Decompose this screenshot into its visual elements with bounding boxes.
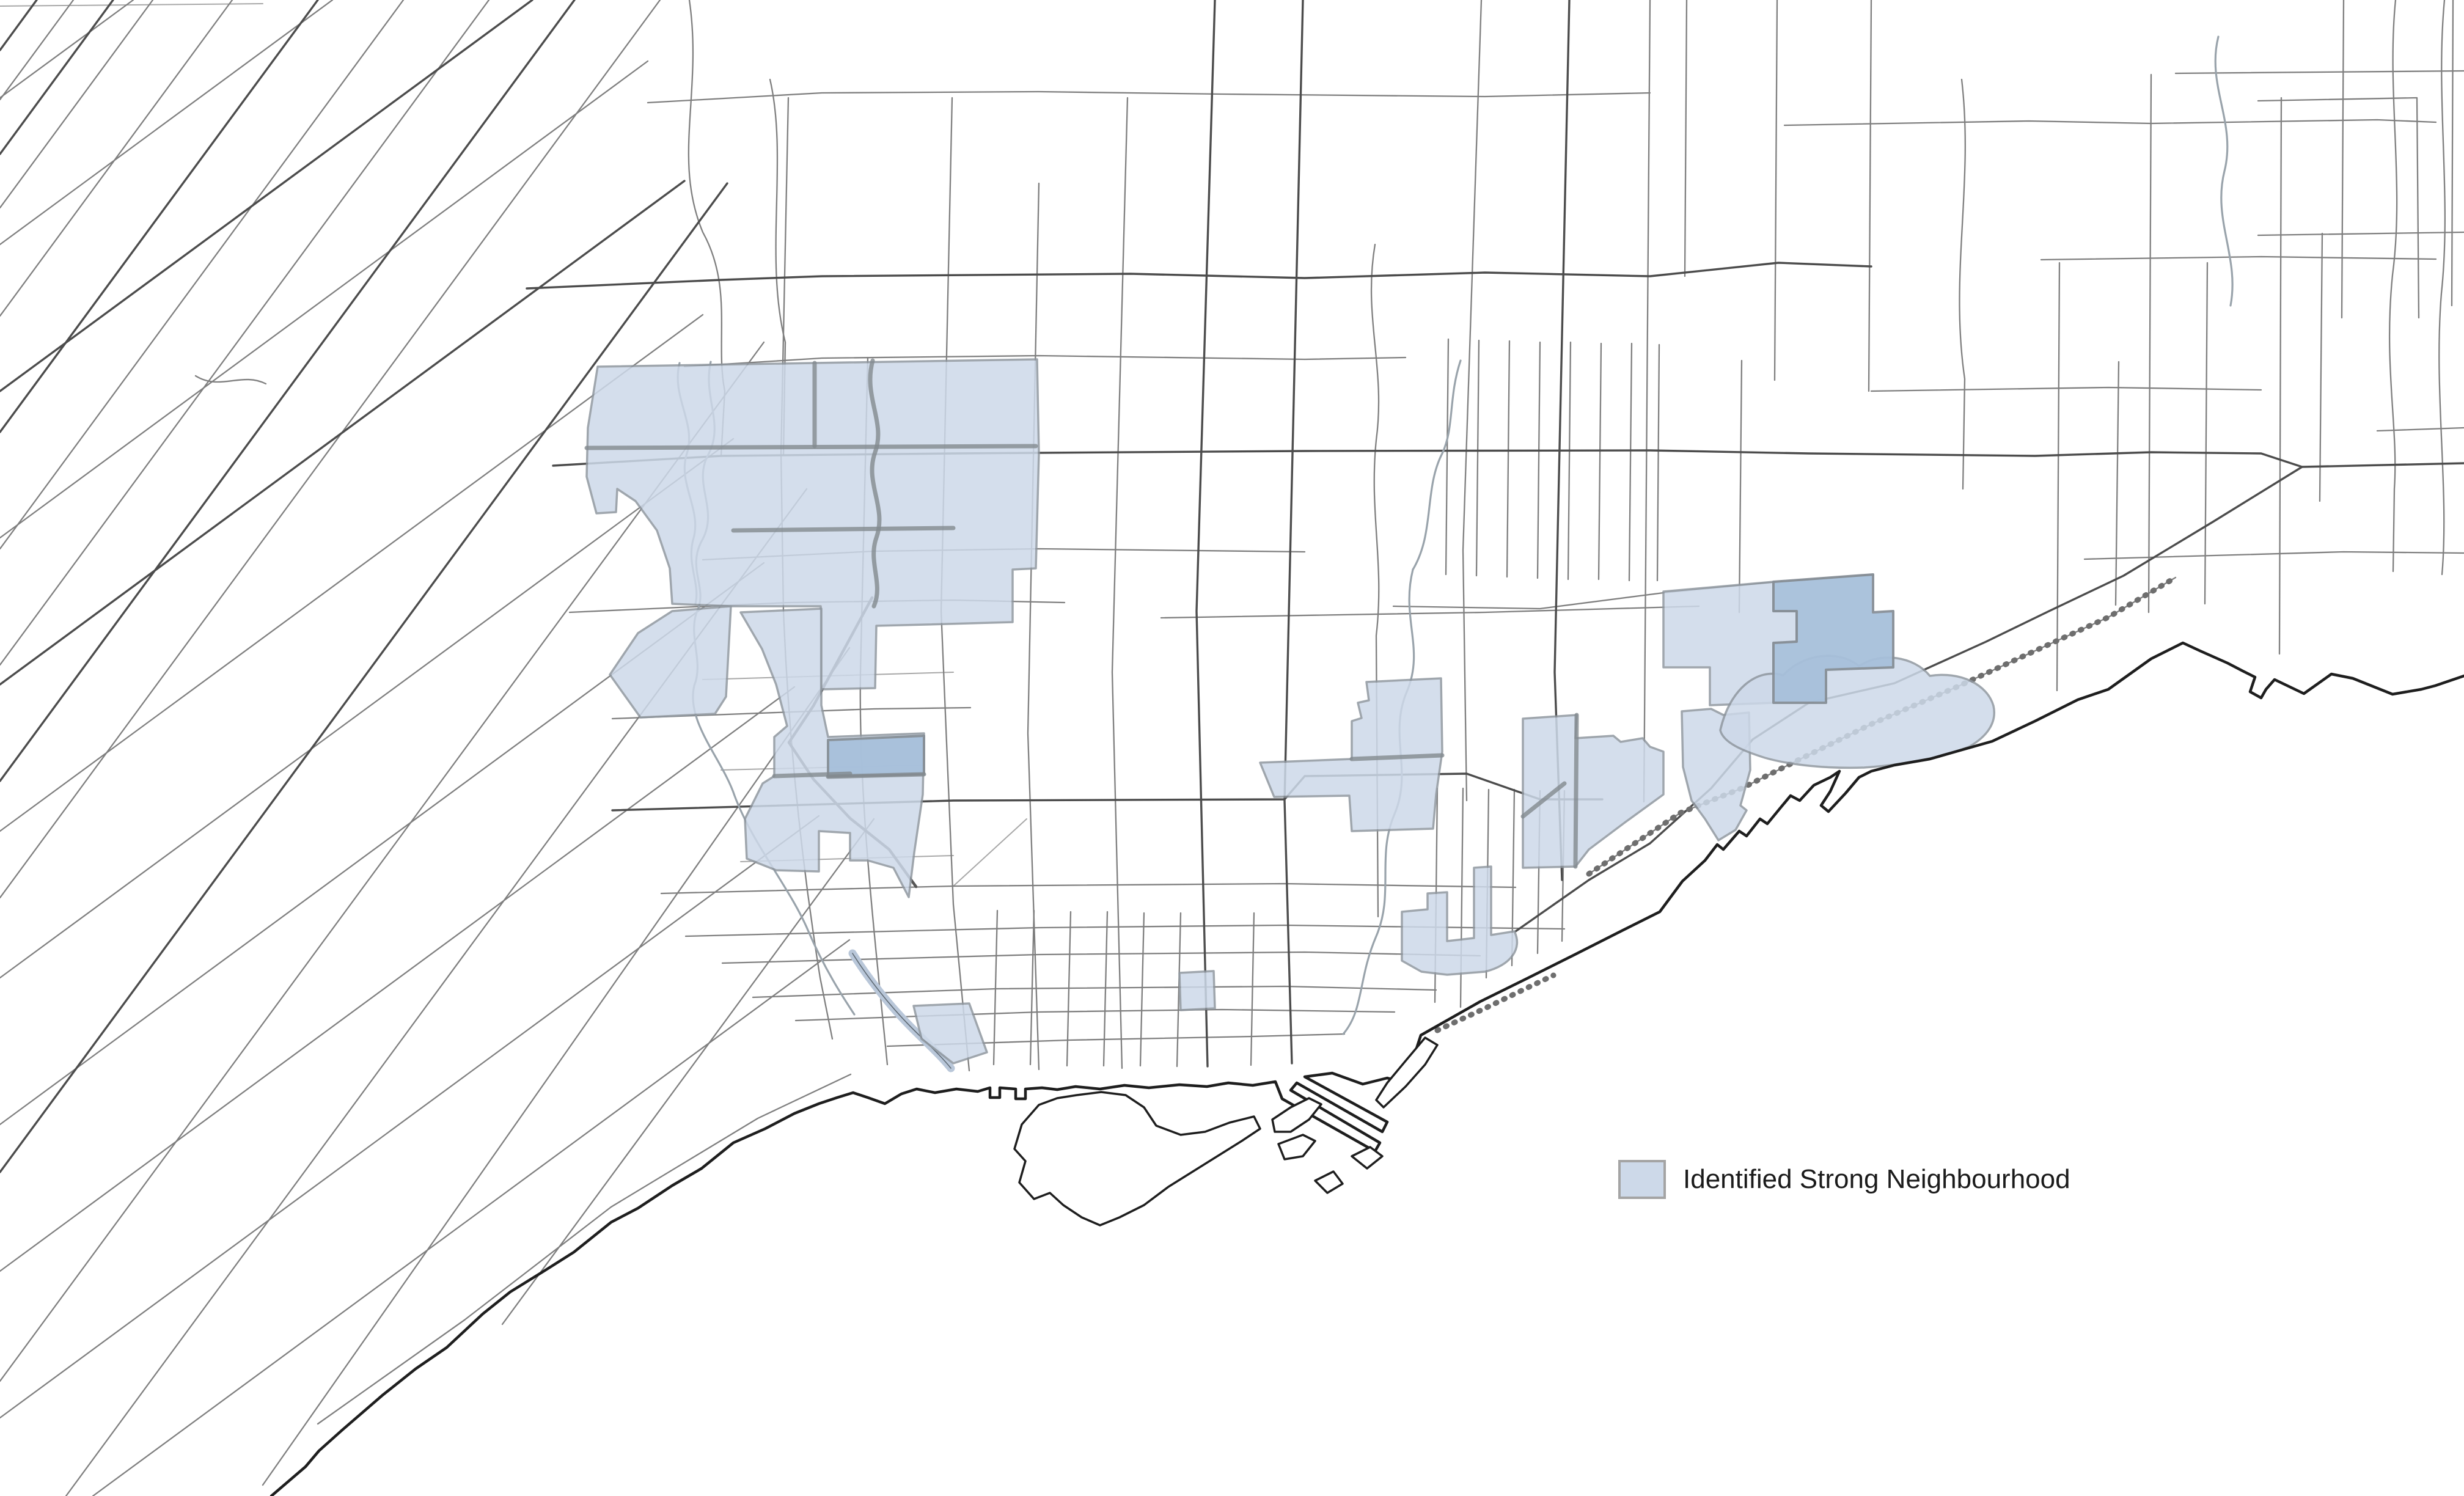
legend-swatch-identified-strong-neighbourhood [1618, 1160, 1666, 1199]
legend: Identified Strong Neighbourhood [1618, 1160, 2070, 1199]
neighbourhood-polygons-dark [827, 573, 1894, 778]
shoreline [270, 641, 2464, 1496]
neighbourhood-borders [584, 358, 1579, 869]
humber-river-centerline [852, 953, 952, 1069]
legend-label: Identified Strong Neighbourhood [1683, 1164, 2070, 1194]
neighbourhood-polygons [585, 358, 1995, 1065]
islands [1013, 1036, 1439, 1226]
roads-major [0, 0, 2464, 1173]
